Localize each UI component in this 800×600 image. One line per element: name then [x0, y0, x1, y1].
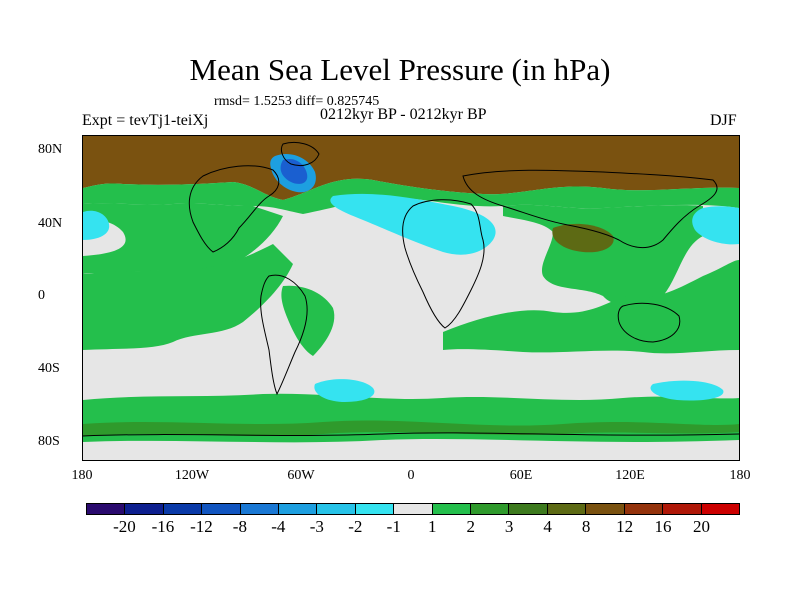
- lat-label: 40N: [38, 216, 63, 231]
- colorbar-segment: [432, 504, 472, 514]
- colorbar-label: 1: [427, 517, 437, 536]
- colorbar-label: -8: [232, 517, 247, 536]
- colorbar-label: 8: [581, 517, 591, 536]
- colorbar-label: -2: [348, 517, 363, 536]
- colorbar-segment: [547, 504, 587, 514]
- season-label: DJF: [710, 112, 737, 129]
- colorbar-label: -16: [151, 517, 175, 536]
- tibet-high: [552, 223, 614, 253]
- south-pacific-low-anomaly: [650, 380, 724, 401]
- lon-label: 120E: [615, 468, 645, 483]
- colorbar-segment: [317, 504, 356, 514]
- colorbar-label: 12: [616, 517, 634, 536]
- lon-label: 120W: [174, 468, 210, 483]
- colorbar-segment: [163, 504, 203, 514]
- colorbar-label: -12: [190, 517, 213, 536]
- colorbar-segment: [663, 504, 702, 514]
- north-pacific-green: [83, 203, 283, 274]
- experiment-label: Expt = tevTj1-teiXj: [82, 112, 209, 129]
- lon-label: 60E: [509, 468, 533, 483]
- lon-label: 0: [407, 468, 415, 483]
- colorbar-label: -20: [113, 517, 136, 536]
- colorbar-segment: [355, 504, 395, 514]
- colorbar-label: 16: [654, 517, 672, 536]
- colorbar-segment: [624, 504, 664, 514]
- colorbar-segment: [125, 504, 164, 514]
- colorbar-label: 20: [693, 517, 711, 536]
- colorbar-segment: [509, 504, 548, 514]
- lon-label: 60W: [287, 468, 315, 483]
- pressure-map: [82, 135, 740, 461]
- colorbar-segment: [701, 504, 739, 514]
- lon-label: 180: [729, 468, 751, 483]
- atlantic-low-anomaly: [330, 193, 496, 255]
- south-atlantic-low-anomaly: [314, 379, 375, 402]
- north-pacific-low-anomaly: [83, 210, 110, 240]
- colorbar-segment: [471, 504, 510, 514]
- colorbar-label: -1: [386, 517, 401, 536]
- plot-title: Mean Sea Level Pressure (in hPa): [189, 52, 611, 87]
- colorbar-segment: [240, 504, 280, 514]
- east-pacific-low-anomaly: [692, 206, 739, 245]
- colorbar-segment: [394, 504, 433, 514]
- colorbar-label: -3: [309, 517, 324, 536]
- colorbar-segment: [87, 504, 126, 514]
- south-america-green: [281, 285, 335, 356]
- colorbar-label: 2: [466, 517, 475, 536]
- tropical-green-west: [83, 244, 293, 350]
- lat-label: 80S: [38, 434, 60, 449]
- lat-label: 0: [38, 288, 45, 303]
- coastlines: [83, 141, 739, 437]
- tropical-green-east: [443, 260, 739, 354]
- lat-label: 80N: [38, 142, 63, 157]
- lat-label: 40S: [38, 361, 60, 376]
- north-green-band: [83, 178, 739, 214]
- period-text: 0212kyr BP - 0212kyr BP: [320, 106, 487, 123]
- colorbar: [86, 503, 740, 515]
- colorbar-segment: [279, 504, 318, 514]
- map-svg: [83, 136, 739, 460]
- southern-ocean-dark: [83, 420, 739, 436]
- arctic-high-region: [83, 136, 739, 200]
- colorbar-segment: [202, 504, 241, 514]
- colorbar-segment: [586, 504, 625, 514]
- colorbar-label: -4: [271, 517, 286, 536]
- colorbar-label: 4: [543, 517, 552, 536]
- stats-text: rmsd= 1.5253 diff= 0.825745: [214, 94, 380, 109]
- colorbar-label: 3: [504, 517, 514, 536]
- lon-label: 180: [71, 468, 93, 483]
- antarctic-neutral: [83, 439, 739, 460]
